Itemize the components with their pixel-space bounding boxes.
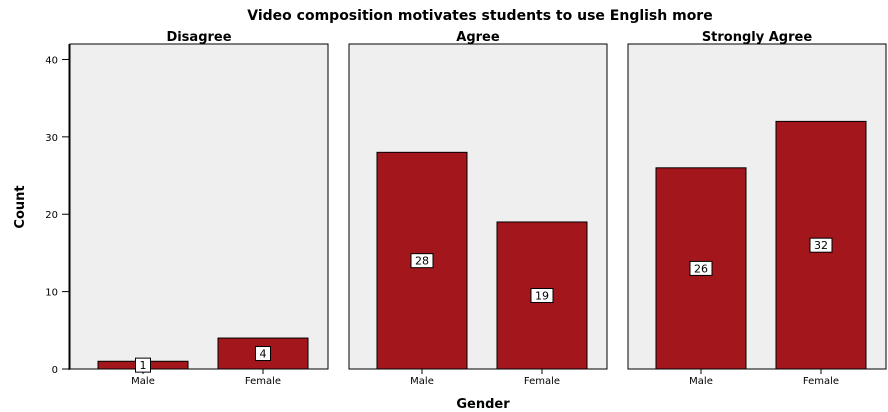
y-tick-label: 20 bbox=[45, 210, 58, 221]
x-tick-label: Male bbox=[131, 376, 155, 387]
chart-title: Video composition motivates students to … bbox=[247, 8, 712, 24]
y-tick-label: 40 bbox=[45, 55, 58, 66]
panel-strongly-agree: Strongly Agree Male 26 Female 32 bbox=[627, 30, 887, 387]
data-label: 1 bbox=[140, 359, 147, 372]
data-label-box bbox=[689, 260, 713, 276]
data-label-box bbox=[255, 346, 271, 362]
y-tick-label: 10 bbox=[45, 288, 58, 299]
panel-agree: Agree Male 28 Female 19 bbox=[348, 30, 608, 387]
data-label: 26 bbox=[694, 262, 708, 275]
data-label-box bbox=[410, 253, 434, 269]
data-label-box bbox=[530, 287, 554, 303]
y-axis-label: Count bbox=[13, 185, 28, 228]
x-tick-label: Male bbox=[410, 376, 434, 387]
y-axis: 0 10 20 30 40 bbox=[45, 44, 70, 376]
x-tick-label: Male bbox=[689, 376, 713, 387]
x-tick-label: Female bbox=[524, 376, 560, 387]
x-axis-label: Gender bbox=[456, 397, 510, 412]
data-label-box bbox=[135, 357, 151, 373]
bar-female bbox=[496, 221, 588, 370]
x-tick-label: Female bbox=[803, 376, 839, 387]
y-tick-label: 0 bbox=[52, 365, 58, 376]
data-label: 4 bbox=[260, 348, 267, 361]
y-tick-label: 30 bbox=[45, 133, 58, 144]
x-tick-label: Female bbox=[245, 376, 281, 387]
panels: Disagree Male 1 Female 4 Agree Male 28 Female 19 S… bbox=[69, 30, 887, 387]
panel-title: Agree bbox=[456, 30, 500, 45]
panel-title: Disagree bbox=[166, 30, 231, 45]
data-label-box bbox=[809, 237, 833, 253]
panel-frame bbox=[69, 43, 329, 370]
data-label: 32 bbox=[814, 239, 828, 252]
data-label: 19 bbox=[535, 289, 549, 302]
panel-title: Strongly Agree bbox=[702, 30, 813, 45]
data-label: 28 bbox=[415, 255, 429, 268]
panel-disagree: Disagree Male 1 Female 4 bbox=[69, 30, 329, 387]
